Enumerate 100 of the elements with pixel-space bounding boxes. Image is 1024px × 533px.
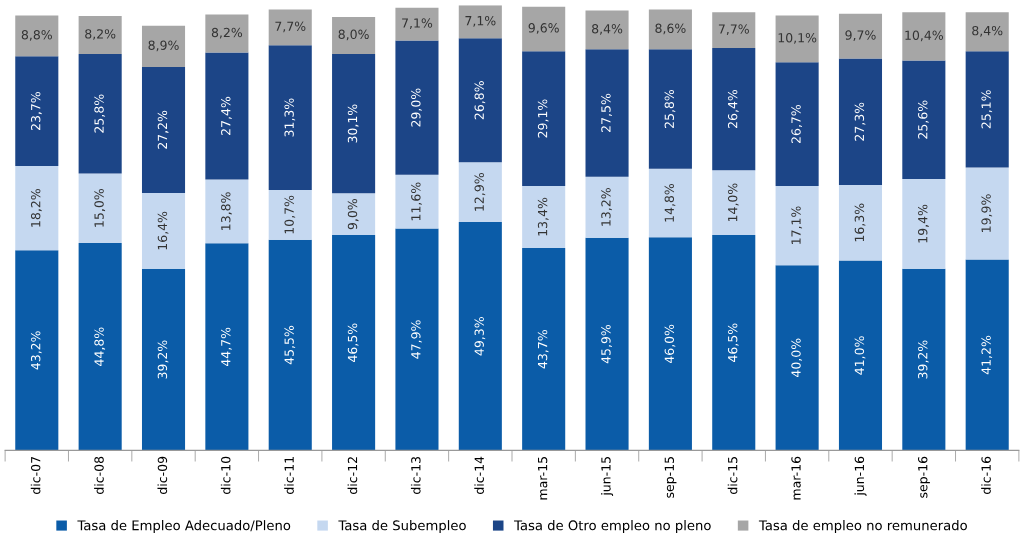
x-tick-label: dic-15 bbox=[727, 457, 738, 494]
data-label: 16,3% bbox=[854, 203, 866, 242]
bar bbox=[458, 162, 502, 223]
bar bbox=[902, 268, 946, 451]
bar bbox=[965, 12, 1009, 52]
bar bbox=[268, 45, 312, 191]
data-label: 7,7% bbox=[275, 21, 306, 33]
bar bbox=[712, 170, 756, 236]
bar bbox=[902, 12, 946, 61]
bar bbox=[78, 242, 122, 451]
bar bbox=[838, 58, 883, 186]
data-label: 19,9% bbox=[981, 194, 993, 232]
legend-label: Tasa de Otro empleo no pleno bbox=[514, 520, 711, 533]
bar bbox=[395, 7, 439, 41]
bar bbox=[205, 179, 249, 244]
data-label: 39,2% bbox=[157, 340, 169, 379]
data-label: 29,0% bbox=[411, 88, 422, 127]
data-label: 41,0% bbox=[854, 336, 866, 375]
bar bbox=[395, 228, 439, 451]
bar bbox=[965, 259, 1009, 451]
bar bbox=[78, 53, 122, 174]
x-tick-label: dic-13 bbox=[410, 456, 421, 494]
x-tick-label: dic-10 bbox=[220, 456, 231, 494]
bar bbox=[332, 193, 376, 236]
data-label: 47,9% bbox=[411, 320, 422, 359]
data-label: 13,4% bbox=[537, 197, 549, 236]
bar bbox=[268, 239, 312, 451]
data-label: 8,2% bbox=[211, 27, 243, 39]
data-label: 44,7% bbox=[221, 327, 232, 367]
data-label: 43,2% bbox=[30, 331, 42, 370]
bar bbox=[712, 47, 756, 171]
data-label: 8,6% bbox=[655, 23, 686, 35]
bar bbox=[902, 179, 946, 269]
bar bbox=[838, 13, 883, 59]
data-label: 43,7% bbox=[537, 330, 549, 369]
x-tick-label: dic-09 bbox=[157, 456, 168, 494]
data-label: 23,7% bbox=[30, 91, 42, 131]
x-tick-label: dic-14 bbox=[474, 456, 484, 494]
data-label: 26,4% bbox=[727, 89, 739, 129]
legend-label: Tasa de Empleo Adecuado/Pleno bbox=[77, 520, 291, 533]
bar bbox=[585, 49, 629, 177]
bar bbox=[15, 250, 59, 451]
x-tick-label: jun-16 bbox=[854, 456, 867, 496]
bar bbox=[585, 176, 629, 238]
data-label: 8,9% bbox=[148, 40, 179, 52]
x-tick-label: dic-16 bbox=[981, 456, 991, 494]
data-label: 7,1% bbox=[402, 18, 433, 29]
data-label: 15,0% bbox=[94, 189, 106, 227]
data-label: 45,9% bbox=[601, 324, 612, 364]
x-tick-label: sep-16 bbox=[918, 456, 930, 498]
data-label: 13,2% bbox=[601, 188, 612, 226]
data-label: 27,4% bbox=[221, 96, 232, 135]
x-tick-label: dic-08 bbox=[94, 456, 104, 494]
data-label: 14,8% bbox=[664, 183, 676, 222]
data-label: 9,7% bbox=[845, 30, 876, 42]
data-label: 8,0% bbox=[338, 29, 369, 41]
data-label: 8,4% bbox=[592, 24, 623, 35]
x-tick-label: mar-16 bbox=[791, 456, 801, 500]
bar bbox=[458, 5, 502, 39]
data-label: 45,5% bbox=[284, 325, 296, 365]
data-label: 26,7% bbox=[791, 104, 803, 144]
legend-label: Tasa de empleo no remunerado bbox=[758, 520, 967, 533]
bar bbox=[141, 66, 186, 193]
bar bbox=[585, 10, 629, 50]
data-label: 27,3% bbox=[854, 102, 866, 141]
data-label: 13,8% bbox=[221, 192, 232, 230]
x-tick-label: jun-15 bbox=[600, 457, 614, 496]
bar bbox=[268, 9, 312, 46]
bar bbox=[78, 15, 122, 54]
bar bbox=[458, 222, 502, 451]
bar bbox=[712, 12, 756, 48]
data-label: 25,6% bbox=[918, 100, 929, 139]
data-label: 8,2% bbox=[85, 29, 116, 40]
data-label: 9,6% bbox=[528, 23, 559, 34]
x-tick-label: dic-12 bbox=[347, 457, 358, 494]
bar bbox=[395, 174, 439, 229]
data-label: 7,7% bbox=[718, 24, 749, 36]
bar bbox=[965, 51, 1009, 168]
data-label: 7,1% bbox=[465, 15, 496, 27]
bar bbox=[395, 40, 439, 175]
bar bbox=[332, 235, 376, 451]
bar bbox=[458, 38, 502, 163]
data-label: 11,6% bbox=[411, 182, 422, 221]
data-label: 46,5% bbox=[347, 323, 359, 362]
bar bbox=[78, 173, 122, 243]
bar bbox=[15, 15, 59, 57]
data-label: 29,1% bbox=[537, 99, 549, 138]
bar bbox=[775, 62, 819, 186]
bar bbox=[522, 6, 566, 52]
bar bbox=[712, 235, 756, 451]
bar bbox=[838, 185, 883, 261]
bar bbox=[332, 53, 376, 194]
data-label: 30,1% bbox=[347, 104, 359, 143]
data-label: 31,3% bbox=[284, 98, 296, 137]
bar bbox=[268, 190, 312, 240]
data-label: 25,8% bbox=[94, 94, 106, 133]
bar bbox=[648, 9, 692, 50]
data-label: 14,0% bbox=[727, 183, 739, 222]
data-label: 25,8% bbox=[664, 89, 676, 129]
data-label: 17,1% bbox=[791, 206, 803, 245]
